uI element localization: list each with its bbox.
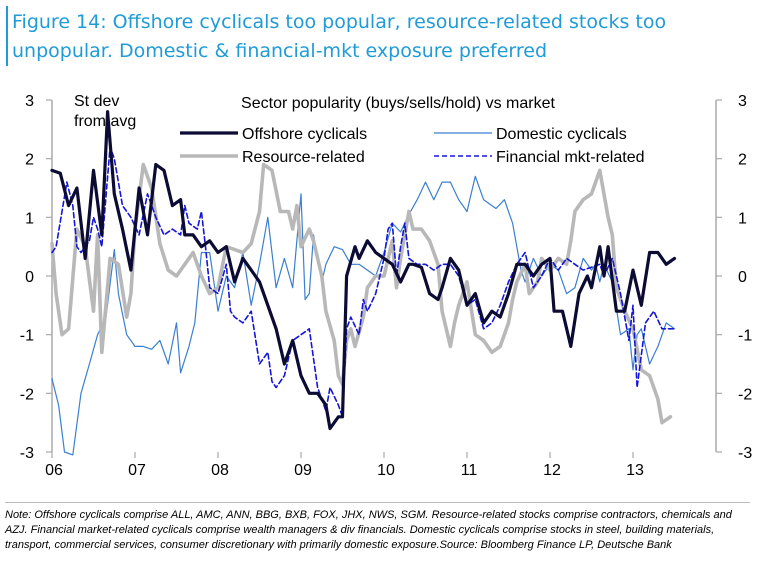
divider <box>5 502 750 503</box>
x-tick-label: 06 <box>45 462 63 479</box>
x-tick-label: 07 <box>128 462 146 479</box>
y-tick-label-right: -2 <box>738 386 752 403</box>
series-line-offshore-cyclicals <box>50 110 677 431</box>
series-line-domestic-cyclicals <box>51 175 676 456</box>
figure-title: Figure 14: Offshore cyclicals too popula… <box>6 6 747 66</box>
y-tick-label-left: -2 <box>20 386 34 403</box>
x-tick-label: 13 <box>626 462 644 479</box>
x-tick-label: 12 <box>543 462 561 479</box>
y-tick-label-left: 2 <box>25 152 34 169</box>
y-tick-label-right: 3 <box>738 93 747 110</box>
y-tick-label-left: 1 <box>25 210 34 227</box>
y-tick-label-left: 3 <box>25 93 34 110</box>
y-tick-label-right: -1 <box>738 328 752 345</box>
figure-title-line-1: Figure 14: Offshore cyclicals too popula… <box>12 11 667 33</box>
y-tick-label-right: 0 <box>738 269 747 286</box>
legend-label: Domestic cyclicals <box>496 126 627 143</box>
y-tick-label-right: 1 <box>738 210 747 227</box>
y-tick-label-right: 2 <box>738 152 747 169</box>
footnote: Note: Offshore cyclicals comprise ALL, A… <box>5 509 732 551</box>
legend-label: Financial mkt-related <box>496 149 645 166</box>
y-axis-label-box: St dev from avg <box>74 93 137 130</box>
legend-label: Resource-related <box>242 149 365 166</box>
chart-title: Sector popularity (buys/sells/hold) vs m… <box>241 95 555 112</box>
y-axis-label: St dev from avg <box>74 93 137 130</box>
y-tick-label-left: 0 <box>25 269 34 286</box>
x-tick-label: 09 <box>294 462 312 479</box>
x-tick-label: 10 <box>377 462 395 479</box>
y-tick-label-right: -3 <box>738 445 752 462</box>
line-chart: 3 32 21 10 0-1 -1-2 -2-3 -306 07 08 09 10 11 12 13 Sec… <box>20 93 753 479</box>
legend-label: Offshore cyclicals <box>242 126 367 143</box>
x-tick-label: 11 <box>461 462 478 479</box>
series-line-financial-mkt-related <box>51 146 676 418</box>
figure-title-line-2: unpopular. Domestic & financial-mkt expo… <box>12 40 548 62</box>
y-tick-label-left: -1 <box>20 328 34 345</box>
y-tick-label-left: -3 <box>20 445 34 462</box>
x-tick-label: 08 <box>211 462 229 479</box>
legend: Offshore cyclicals Domestic cyclicals Reso… <box>180 126 645 166</box>
